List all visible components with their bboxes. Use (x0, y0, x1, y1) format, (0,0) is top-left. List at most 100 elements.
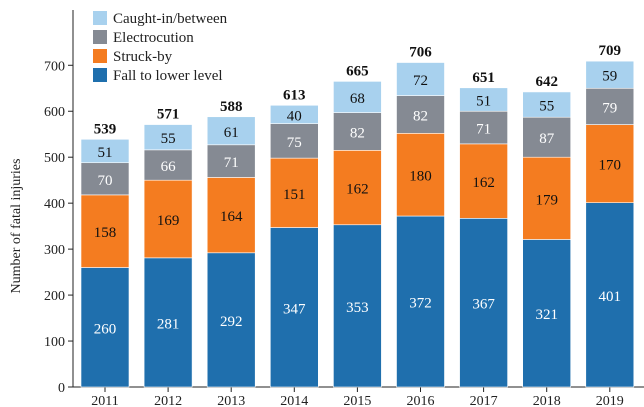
x-tick-label: 2017 (470, 394, 498, 407)
bar-segment (459, 143, 508, 219)
bar-segment (269, 104, 319, 124)
total-label: 709 (599, 43, 622, 59)
data-label: 70 (98, 173, 113, 189)
bar-segment (143, 179, 193, 259)
data-label: 87 (539, 131, 555, 147)
data-label: 75 (287, 135, 302, 151)
data-label: 71 (224, 155, 239, 171)
data-label: 169 (157, 213, 180, 229)
y-tick-label: 300 (44, 243, 65, 258)
data-label: 162 (472, 175, 495, 191)
bar-segment (333, 150, 382, 226)
data-label: 180 (409, 169, 432, 185)
legend-label: Struck-by (113, 49, 173, 65)
legend-label: Fall to lower level (113, 68, 223, 84)
data-label: 260 (94, 321, 117, 337)
bar-segment (269, 227, 319, 388)
data-label: 281 (157, 316, 180, 332)
x-tick-label: 2015 (343, 394, 371, 407)
total-label: 651 (472, 70, 495, 86)
bar-segment (269, 123, 319, 159)
x-tick-label: 2019 (596, 394, 624, 407)
data-label: 151 (283, 187, 306, 203)
data-label: 68 (350, 91, 365, 107)
data-label: 55 (539, 99, 554, 115)
bar-segment (585, 202, 635, 388)
x-tick-label: 2013 (217, 394, 245, 407)
bar-segment (459, 87, 508, 112)
bar-segment (522, 91, 572, 118)
bar-segment (206, 116, 256, 146)
y-tick-label: 600 (44, 105, 65, 120)
bar-segment (206, 177, 256, 254)
bar-segment (459, 110, 508, 145)
legend-swatch (93, 30, 107, 44)
bar-segment (80, 138, 130, 164)
bar-segment (333, 112, 382, 151)
bar-segment (143, 149, 193, 181)
data-label: 72 (413, 73, 428, 89)
bar-segment (333, 224, 382, 388)
bar-segment (459, 218, 508, 388)
bar-segment (396, 62, 445, 96)
bar-segment (396, 215, 445, 388)
data-label: 292 (220, 314, 243, 330)
data-label: 66 (161, 159, 177, 175)
data-label: 71 (476, 122, 491, 138)
data-label: 61 (224, 125, 239, 141)
bar-segment (396, 133, 445, 217)
bars: 2601587051539281169665557129216471615883… (80, 43, 635, 388)
legend-swatch (93, 68, 107, 82)
data-label: 347 (283, 301, 306, 317)
x-tick-label: 2018 (533, 394, 561, 407)
total-label: 588 (220, 99, 243, 115)
data-label: 179 (535, 192, 558, 208)
x-axis: 2011 2012 2013 2014 2015 2016 2017 2018 2019 (73, 386, 644, 407)
y-axis: 0 100 200 300 400 500 600 700 (44, 10, 74, 396)
bar-segment (269, 157, 319, 228)
x-tick-label: 2014 (280, 394, 308, 407)
bar-segment (396, 95, 445, 134)
bar-segment (522, 116, 572, 158)
data-label: 51 (476, 94, 491, 110)
bar-segment (522, 156, 572, 240)
y-axis-label: Number of fatal injuries (9, 159, 24, 294)
total-label: 665 (346, 63, 369, 79)
bar-segment (80, 194, 130, 268)
y-tick-label: 0 (58, 381, 65, 396)
data-label: 59 (602, 69, 617, 85)
y-tick-label: 400 (44, 197, 65, 212)
legend-swatch (93, 11, 107, 25)
bar-segment (143, 124, 193, 151)
data-label: 82 (350, 125, 365, 141)
bar-segment (206, 144, 256, 178)
total-label: 642 (535, 74, 558, 90)
y-tick-label: 700 (44, 59, 65, 74)
data-label: 82 (413, 108, 428, 124)
bar-segment (585, 60, 635, 89)
data-label: 55 (161, 131, 176, 147)
data-label: 367 (472, 297, 495, 313)
data-label: 372 (409, 296, 432, 312)
bar-segment (333, 81, 382, 113)
legend: Caught-in/between Electrocution Struck-by F… (93, 11, 228, 84)
bar-segment (522, 239, 572, 388)
x-tick-label: 2011 (91, 394, 118, 407)
data-label: 40 (287, 108, 302, 124)
bar-segment (585, 124, 635, 204)
data-label: 353 (346, 300, 369, 316)
legend-label: Electrocution (113, 30, 194, 46)
data-label: 321 (535, 307, 558, 323)
total-label: 571 (157, 107, 180, 123)
y-tick-label: 200 (44, 289, 65, 304)
data-label: 170 (599, 158, 622, 174)
legend-label: Caught-in/between (113, 11, 228, 27)
data-label: 164 (220, 209, 243, 225)
data-label: 51 (98, 145, 113, 161)
total-label: 613 (283, 87, 306, 103)
data-label: 79 (602, 100, 617, 116)
bar-segment (585, 87, 635, 125)
data-label: 162 (346, 182, 369, 198)
total-label: 539 (94, 121, 117, 137)
